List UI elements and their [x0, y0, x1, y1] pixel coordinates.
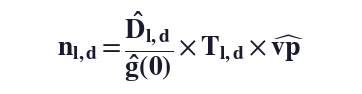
Text: $\mathbf{n}_{\mathbf{l,d}} = \dfrac{\mathbf{\hat{D}}_{\mathbf{l,d}}}{\mathbf{\ha: $\mathbf{n}_{\mathbf{l,d}} = \dfrac{\mat…	[57, 10, 305, 84]
